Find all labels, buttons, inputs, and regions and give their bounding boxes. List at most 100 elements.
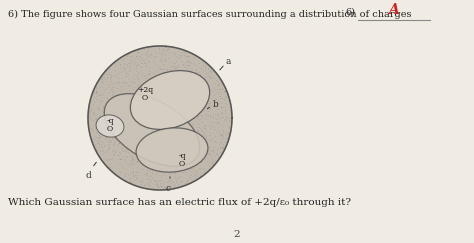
Point — [198, 127, 206, 130]
Point — [98, 76, 105, 79]
Point — [151, 106, 159, 110]
Point — [91, 148, 99, 152]
Point — [114, 92, 122, 96]
Point — [138, 71, 146, 75]
Point — [155, 105, 163, 109]
Point — [121, 172, 128, 176]
Point — [95, 106, 103, 110]
Point — [115, 95, 122, 99]
Point — [219, 129, 227, 133]
Point — [182, 170, 190, 174]
Point — [146, 59, 153, 62]
Point — [173, 64, 181, 68]
Point — [108, 85, 116, 88]
Point — [147, 122, 155, 126]
Point — [92, 135, 100, 139]
Point — [147, 81, 155, 85]
Point — [110, 81, 118, 85]
Point — [155, 163, 162, 167]
Point — [172, 90, 179, 94]
Point — [142, 156, 150, 160]
Point — [142, 110, 149, 114]
Point — [205, 71, 213, 75]
Point — [207, 77, 215, 80]
Point — [180, 84, 187, 88]
Point — [222, 89, 229, 93]
Point — [96, 114, 103, 118]
Point — [91, 89, 98, 93]
Point — [141, 173, 148, 176]
Point — [215, 156, 223, 159]
Point — [133, 74, 140, 78]
Point — [188, 61, 195, 65]
Point — [112, 110, 119, 114]
Point — [100, 88, 108, 92]
Point — [137, 182, 145, 186]
Point — [158, 63, 166, 67]
Point — [173, 102, 181, 106]
Point — [109, 94, 117, 97]
Point — [157, 51, 164, 55]
Point — [102, 69, 109, 73]
Point — [160, 162, 168, 166]
Point — [88, 138, 96, 141]
Point — [218, 96, 226, 100]
Point — [106, 72, 113, 76]
Point — [208, 120, 216, 124]
Point — [201, 96, 209, 100]
Point — [86, 111, 93, 115]
Point — [145, 108, 152, 112]
Point — [91, 126, 99, 130]
Point — [116, 157, 124, 161]
Point — [105, 134, 112, 138]
Point — [203, 91, 210, 95]
Point — [187, 72, 195, 76]
Point — [145, 65, 153, 69]
Point — [172, 171, 179, 175]
Point — [135, 58, 143, 62]
Point — [119, 58, 127, 62]
Point — [184, 80, 192, 84]
Point — [158, 74, 166, 78]
Point — [217, 129, 224, 133]
Point — [152, 179, 160, 183]
Point — [162, 58, 169, 62]
Point — [184, 63, 191, 67]
Point — [155, 106, 163, 110]
Point — [166, 139, 173, 143]
Point — [171, 93, 178, 96]
Point — [105, 104, 113, 107]
Point — [106, 130, 114, 133]
Point — [180, 141, 188, 145]
Point — [127, 127, 134, 130]
Point — [198, 159, 205, 163]
Point — [193, 113, 201, 117]
Point — [115, 150, 123, 154]
Point — [184, 139, 192, 143]
Point — [143, 123, 151, 127]
Point — [134, 50, 141, 53]
Point — [196, 166, 204, 170]
Point — [146, 82, 154, 86]
Point — [202, 128, 210, 132]
Point — [201, 170, 209, 174]
Point — [221, 147, 229, 151]
Point — [170, 155, 178, 159]
Point — [174, 92, 182, 96]
Point — [157, 99, 164, 103]
Point — [148, 137, 156, 141]
Point — [104, 136, 111, 140]
Point — [165, 100, 173, 104]
Point — [134, 84, 141, 88]
Point — [86, 109, 93, 113]
Point — [115, 80, 122, 84]
Point — [109, 169, 117, 173]
Point — [123, 91, 131, 95]
Point — [128, 79, 135, 83]
Point — [226, 108, 234, 112]
Point — [188, 138, 195, 142]
Point — [167, 77, 174, 81]
Point — [139, 118, 146, 122]
Point — [95, 144, 102, 148]
Point — [173, 179, 180, 182]
